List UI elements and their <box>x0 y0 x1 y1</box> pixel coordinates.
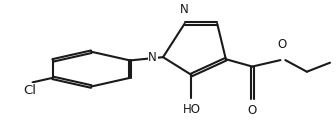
Text: HO: HO <box>182 103 201 116</box>
Text: N: N <box>148 51 157 64</box>
Text: O: O <box>248 104 257 117</box>
Text: O: O <box>278 38 287 51</box>
Text: Cl: Cl <box>23 84 36 97</box>
Text: N: N <box>180 3 189 16</box>
